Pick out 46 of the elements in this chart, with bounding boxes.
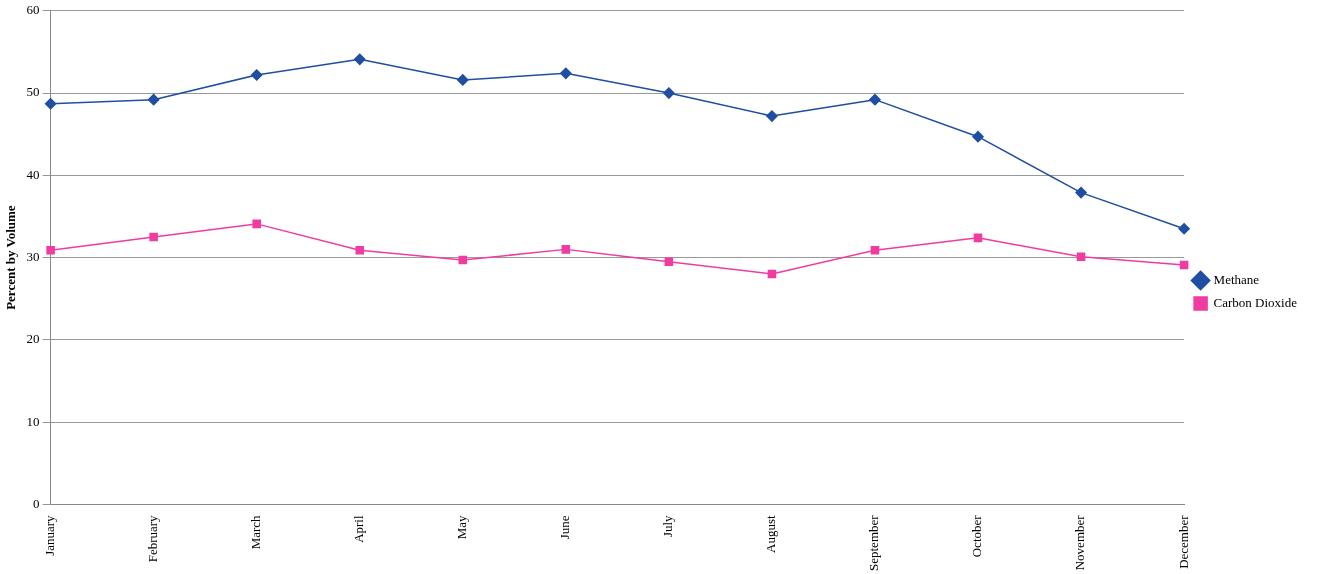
- legend-label: Carbon Dioxide: [1213, 294, 1298, 310]
- point: [869, 93, 881, 106]
- point: [149, 232, 158, 242]
- point: [767, 269, 777, 279]
- point: [1076, 252, 1086, 262]
- x-tick-label: March: [248, 514, 264, 550]
- y-tick-label: 30: [26, 249, 40, 265]
- point: [457, 74, 469, 86]
- x-tick-label: September: [866, 514, 882, 571]
- x-tick-label: August: [763, 515, 779, 553]
- point: [458, 255, 468, 265]
- point: [1075, 186, 1087, 199]
- point: [664, 257, 674, 266]
- point: [1178, 223, 1190, 235]
- y-axis-title: Percent by Volume: [3, 205, 19, 310]
- x-tick-label: April: [351, 515, 367, 543]
- x-tick-label: July: [660, 514, 676, 538]
- x-tick-label: October: [969, 514, 985, 558]
- y-tick-label: 20: [26, 331, 40, 347]
- point: [663, 87, 675, 99]
- point: [561, 245, 571, 254]
- point: [44, 98, 57, 110]
- point: [1179, 260, 1189, 270]
- y-tick-label: 0: [33, 495, 40, 511]
- point: [353, 53, 366, 66]
- x-tick-label: January: [42, 514, 58, 556]
- point: [355, 245, 365, 255]
- point: [560, 67, 572, 80]
- y-tick-label: 50: [26, 84, 40, 100]
- x-tick-label: November: [1072, 514, 1088, 571]
- point: [147, 93, 160, 106]
- x-tick-label: June: [557, 515, 573, 540]
- point: [973, 233, 983, 243]
- legend-label: Methane: [1213, 271, 1260, 287]
- y-tick-label: 40: [26, 166, 40, 182]
- point: [870, 245, 880, 255]
- y-tick-label: 10: [26, 413, 40, 429]
- x-tick-label: December: [1175, 514, 1191, 569]
- y-tick-label: 60: [26, 2, 40, 18]
- point: [252, 219, 261, 229]
- point: [766, 110, 778, 122]
- x-tick-label: February: [145, 514, 161, 563]
- point: [46, 245, 55, 255]
- point: [250, 69, 263, 81]
- x-tick-label: May: [454, 514, 470, 540]
- point: [972, 130, 984, 143]
